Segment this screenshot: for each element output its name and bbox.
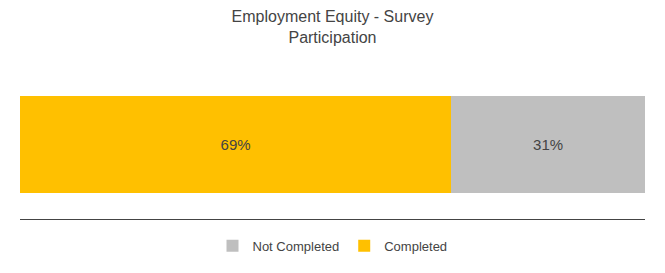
svg-text:31%: 31% (533, 136, 563, 153)
svg-text:Completed: Completed (384, 239, 447, 254)
svg-text:69%: 69% (221, 136, 251, 153)
svg-text:Employment Equity - SurveyPart: Employment Equity - SurveyParticipation (232, 8, 434, 46)
svg-text:Not Completed: Not Completed (253, 239, 340, 254)
